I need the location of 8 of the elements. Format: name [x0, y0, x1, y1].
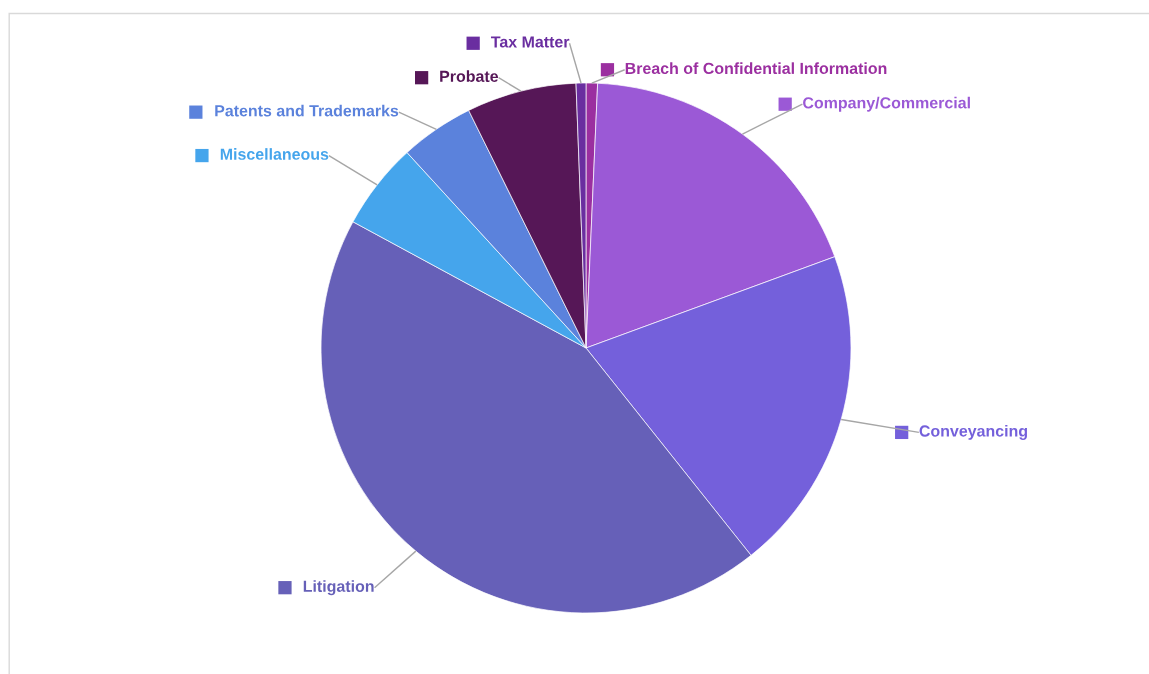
legend-label: Breach of Confidential Information	[625, 62, 887, 75]
legend-label: Patents and Trademarks	[215, 104, 399, 117]
legend-label: Company/Commercial	[803, 96, 970, 112]
legend-label: Miscellaneous	[220, 148, 329, 160]
legend-label: Conveyancing	[919, 424, 1027, 440]
legend-label: Tax Matter	[490, 36, 570, 48]
legend-label: Probate	[440, 70, 499, 82]
legend-label: Litigation	[303, 580, 374, 596]
